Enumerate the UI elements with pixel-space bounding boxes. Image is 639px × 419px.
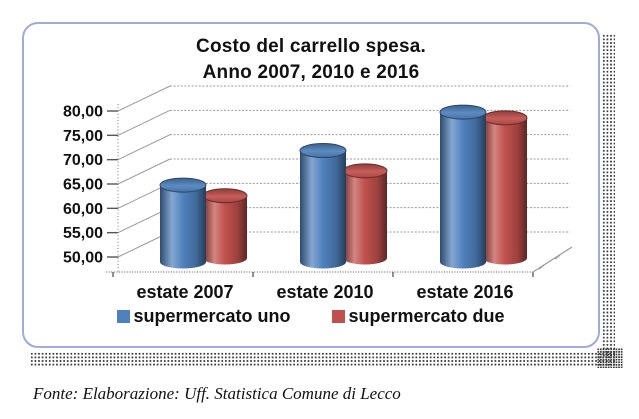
card-shadow-right bbox=[602, 34, 615, 356]
card-shadow-bottom bbox=[30, 352, 616, 367]
category-label: estate 2016 bbox=[416, 282, 513, 302]
bar-supermercato-uno-estate-2007 bbox=[159, 177, 207, 269]
legend-item-supermercato-uno: supermercato uno bbox=[117, 306, 290, 327]
y-tick-label: 60,00 bbox=[63, 201, 103, 218]
floor-edge-tick bbox=[554, 254, 561, 260]
category-label: estate 2007 bbox=[136, 282, 233, 302]
legend-swatch-uno-icon bbox=[117, 310, 131, 323]
y-tick-label: 70,00 bbox=[63, 152, 103, 169]
y-tick-label: 75,00 bbox=[63, 128, 103, 145]
gridline-depth-segment bbox=[117, 85, 171, 112]
legend-item-supermercato-due: supermercato due bbox=[332, 306, 505, 327]
y-tick-label: 55,00 bbox=[63, 225, 103, 242]
floor-edge-line bbox=[532, 246, 573, 273]
gridline-depth-segment bbox=[117, 109, 171, 136]
card-shadow-corner bbox=[597, 348, 623, 368]
chart-title: Costo del carrello spesa. Anno 2007, 201… bbox=[100, 34, 522, 85]
y-tick-label: 50,00 bbox=[63, 250, 103, 267]
floor-edge-tick bbox=[538, 264, 545, 270]
legend-label-uno: supermercato uno bbox=[133, 306, 291, 326]
source-note: Fonte: Elaborazione: Uff. Statistica Com… bbox=[33, 384, 401, 403]
legend-swatch-due-icon bbox=[332, 310, 346, 323]
y-tick-label: 80,00 bbox=[63, 103, 103, 120]
bar-supermercato-uno-estate-2016 bbox=[439, 104, 487, 269]
gridline-depth-segment bbox=[117, 158, 171, 185]
y-tick-label: 65,00 bbox=[63, 176, 103, 193]
legend-label-due: supermercato due bbox=[348, 306, 505, 326]
bar-supermercato-due-estate-2007 bbox=[202, 188, 248, 265]
chart-title-line1: Costo del carrello spesa. bbox=[196, 36, 426, 57]
category-label: estate 2010 bbox=[276, 282, 373, 302]
bar-supermercato-due-estate-2016 bbox=[482, 110, 528, 265]
bar-supermercato-due-estate-2010 bbox=[342, 163, 388, 265]
chart-title-line2: Anno 2007, 2010 e 2016 bbox=[202, 61, 420, 83]
gridline-depth-segment bbox=[117, 134, 171, 161]
legend: supermercato uno supermercato due bbox=[42, 306, 580, 327]
bar-supermercato-uno-estate-2010 bbox=[299, 143, 347, 269]
